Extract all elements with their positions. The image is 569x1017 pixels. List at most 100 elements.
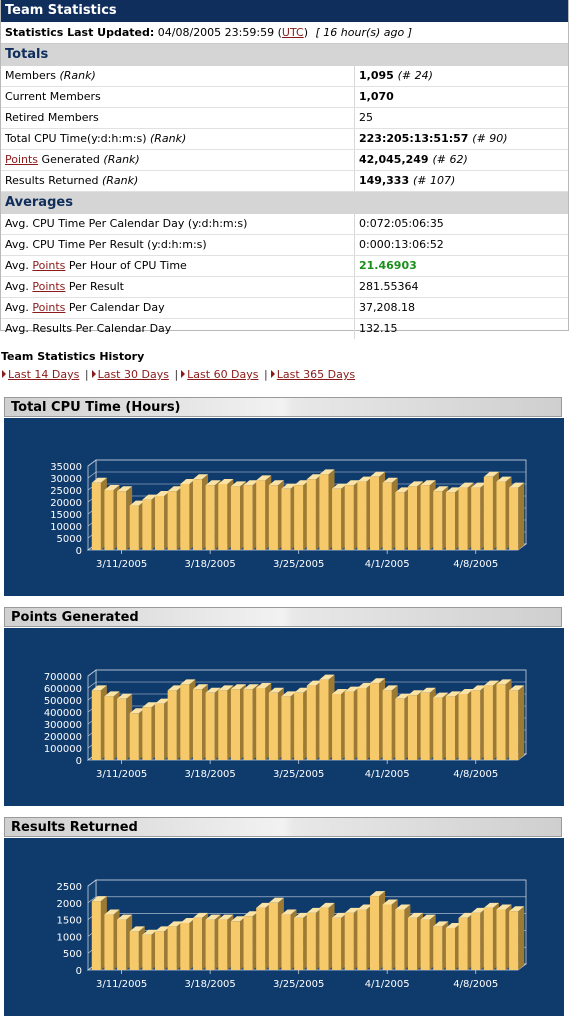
y-tick-label: 30000 xyxy=(50,474,82,485)
bar-top xyxy=(509,685,525,691)
bar xyxy=(180,484,190,550)
bar-top xyxy=(344,480,360,486)
table-row: Avg. Points Per Calendar Day 37,208.18 xyxy=(1,298,568,319)
bar-top xyxy=(395,693,411,699)
bar xyxy=(218,919,228,970)
bar-top xyxy=(382,685,398,691)
y-tick-label: 35000 xyxy=(50,462,82,473)
points-link[interactable]: Points xyxy=(32,280,66,293)
y-tick-label: 0 xyxy=(76,966,82,977)
bar xyxy=(192,917,203,970)
link-separator: | xyxy=(174,368,179,381)
bar-top xyxy=(268,897,284,903)
points-link[interactable]: Points xyxy=(5,153,39,166)
bar-top xyxy=(218,685,234,691)
bar xyxy=(104,914,114,970)
bar xyxy=(407,486,418,550)
row-value: 1,095 xyxy=(359,69,394,82)
bar xyxy=(155,496,165,550)
bar xyxy=(306,685,316,760)
link-separator: | xyxy=(84,368,89,381)
updated-label: Statistics Last Updated: xyxy=(5,26,155,39)
row-value: 25 xyxy=(359,111,373,124)
points-chart-svg: 0100000200000300000400000500000600000700… xyxy=(44,669,528,780)
bar xyxy=(256,907,266,970)
row-label: Members xyxy=(5,69,56,82)
row-label-post: Per Hour of CPU Time xyxy=(65,259,187,272)
bar xyxy=(382,904,392,970)
bar-top xyxy=(230,481,246,487)
bar-top xyxy=(496,904,512,910)
x-tick-label: 3/11/2005 xyxy=(96,979,147,990)
bar-top xyxy=(458,482,474,488)
results-chart-header: Results Returned xyxy=(4,817,562,837)
y-tick-label: 600000 xyxy=(44,684,82,695)
row-value: 37,208.18 xyxy=(359,301,415,314)
y-tick-label: 5000 xyxy=(57,534,82,545)
tz-open: ( xyxy=(277,26,282,39)
results-chart: 0 500 1000 1500 2000 2500 3/11/2005 3/18/2005 3/… xyxy=(4,838,564,1016)
bar-top xyxy=(458,912,474,918)
bar xyxy=(104,696,114,760)
bar-top xyxy=(218,914,234,920)
bar xyxy=(319,679,329,760)
bar xyxy=(471,487,481,550)
bar xyxy=(180,684,190,760)
table-row: Current Members 1,070 xyxy=(1,87,568,108)
bar-top xyxy=(294,687,310,693)
tz-close: ) xyxy=(303,26,308,39)
bar-top xyxy=(420,914,436,920)
row-value: 223:205:13:51:57 xyxy=(359,132,469,145)
bar-top xyxy=(332,912,348,918)
table-row: Retired Members 25 xyxy=(1,108,568,129)
last-30-days-link[interactable]: Last 30 Days xyxy=(97,368,169,381)
bar xyxy=(230,921,240,970)
bar-top xyxy=(205,480,221,486)
bar-top xyxy=(306,474,322,480)
utc-link[interactable]: UTC xyxy=(281,26,304,39)
table-row: Avg. Points Per Result 281.55364 xyxy=(1,277,568,298)
bar xyxy=(117,919,127,970)
bar-top xyxy=(117,914,133,920)
bar xyxy=(104,490,114,550)
bar xyxy=(142,934,152,970)
bar xyxy=(370,683,380,760)
bar-side xyxy=(518,482,525,550)
bar xyxy=(319,474,329,550)
y-tick-label: 2500 xyxy=(57,882,82,893)
bar xyxy=(357,909,367,970)
bar xyxy=(142,707,152,760)
bar-top xyxy=(407,912,424,918)
x-tick-label: 4/1/2005 xyxy=(365,769,410,780)
y-tick-label: 500000 xyxy=(44,696,82,707)
bar xyxy=(445,492,455,550)
bar-top xyxy=(180,679,196,685)
last-365-days-link[interactable]: Last 365 Days xyxy=(276,368,356,381)
bar xyxy=(332,488,342,550)
last-14-days-link[interactable]: Last 14 Days xyxy=(8,368,80,381)
bar xyxy=(471,690,481,760)
bar-top xyxy=(281,691,297,697)
bar xyxy=(167,690,177,760)
points-link[interactable]: Points xyxy=(32,301,66,314)
points-link[interactable]: Points xyxy=(32,259,66,272)
gridline xyxy=(87,669,526,677)
bar xyxy=(496,481,506,550)
bar-top xyxy=(407,481,424,487)
bar xyxy=(294,917,304,970)
bar xyxy=(509,487,519,550)
bar xyxy=(167,491,177,550)
bar-top xyxy=(243,684,259,690)
team-statistics-panel: Team Statistics Statistics Last Updated:… xyxy=(0,0,569,339)
bar-top xyxy=(167,486,183,492)
bar-top xyxy=(319,469,335,475)
bar xyxy=(458,917,468,970)
x-tick-label: 3/25/2005 xyxy=(273,979,324,990)
bar-top xyxy=(155,491,171,496)
last-60-days-link[interactable]: Last 60 Days xyxy=(187,368,259,381)
points-chart-header: Points Generated xyxy=(4,607,562,627)
row-label-pre: Avg. xyxy=(5,280,33,293)
bar-top xyxy=(256,902,272,908)
y-tick-label: 20000 xyxy=(50,498,82,509)
